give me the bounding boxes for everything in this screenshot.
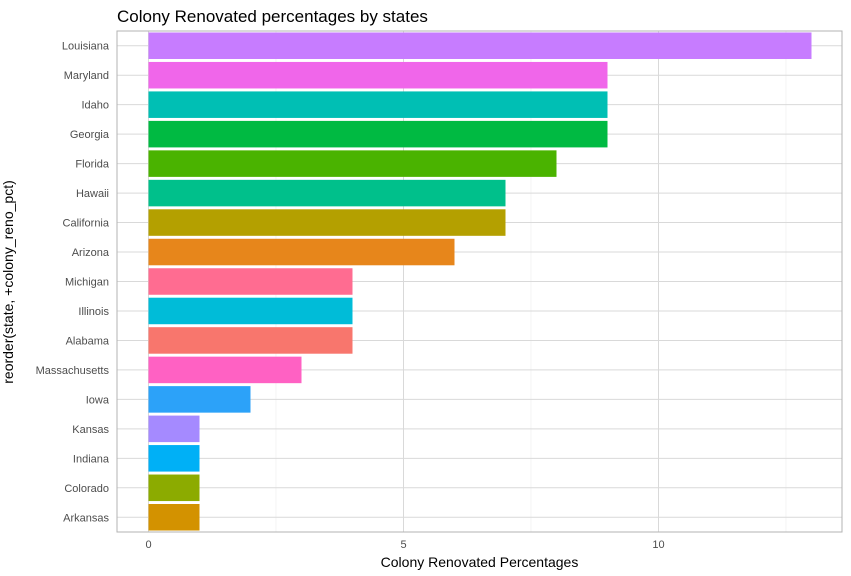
bar [148,504,200,531]
y-axis-label: reorder(state, +colony_reno_pct) [0,180,16,384]
bar [148,474,200,502]
chart-title: Colony Renovated percentages by states [117,7,428,26]
y-tick-label: Arizona [72,247,110,259]
bar [148,150,557,177]
bar [148,91,608,118]
y-tick-label: Illinois [78,306,109,318]
bar [148,61,608,89]
bar [148,415,200,443]
y-tick-label: Hawaii [76,188,109,200]
x-tick-label: 10 [652,539,664,551]
y-tick-label: Florida [75,159,110,171]
y-tick-label: Idaho [81,100,109,112]
panel-border [116,30,843,533]
y-axis-tick-labels: Louisiana Maryland Idaho Georgia Florida Hawa… [36,41,110,525]
x-tick-label: 5 [400,539,406,551]
bar [148,209,506,236]
y-tick-label: Michigan [65,277,109,289]
y-tick-label: Indiana [73,453,110,465]
x-axis-tick-labels: 0 5 10 [145,539,664,551]
y-tick-label: Massachusetts [36,365,110,377]
y-tick-label: Iowa [86,394,110,406]
y-tick-label: Kansas [72,424,109,436]
x-tick-label: 0 [145,539,151,551]
bar [148,297,353,325]
bars [148,32,812,531]
y-tick-label: California [63,218,110,230]
bar [148,179,506,207]
x-axis-label: Colony Renovated Percentages [381,554,579,570]
y-tick-label: Georgia [70,129,110,141]
y-tick-label: Arkansas [63,512,109,524]
bar [148,445,200,472]
bar [148,238,455,266]
bar [148,386,251,413]
bar [148,356,302,384]
y-tick-label: Maryland [64,70,109,82]
bar [148,268,353,295]
bar [148,32,812,59]
plot-area [116,30,843,533]
y-tick-label: Colorado [64,483,109,495]
bar [148,327,353,354]
bar [148,120,608,148]
y-tick-label: Alabama [66,335,110,347]
y-tick-label: Louisiana [62,41,110,53]
